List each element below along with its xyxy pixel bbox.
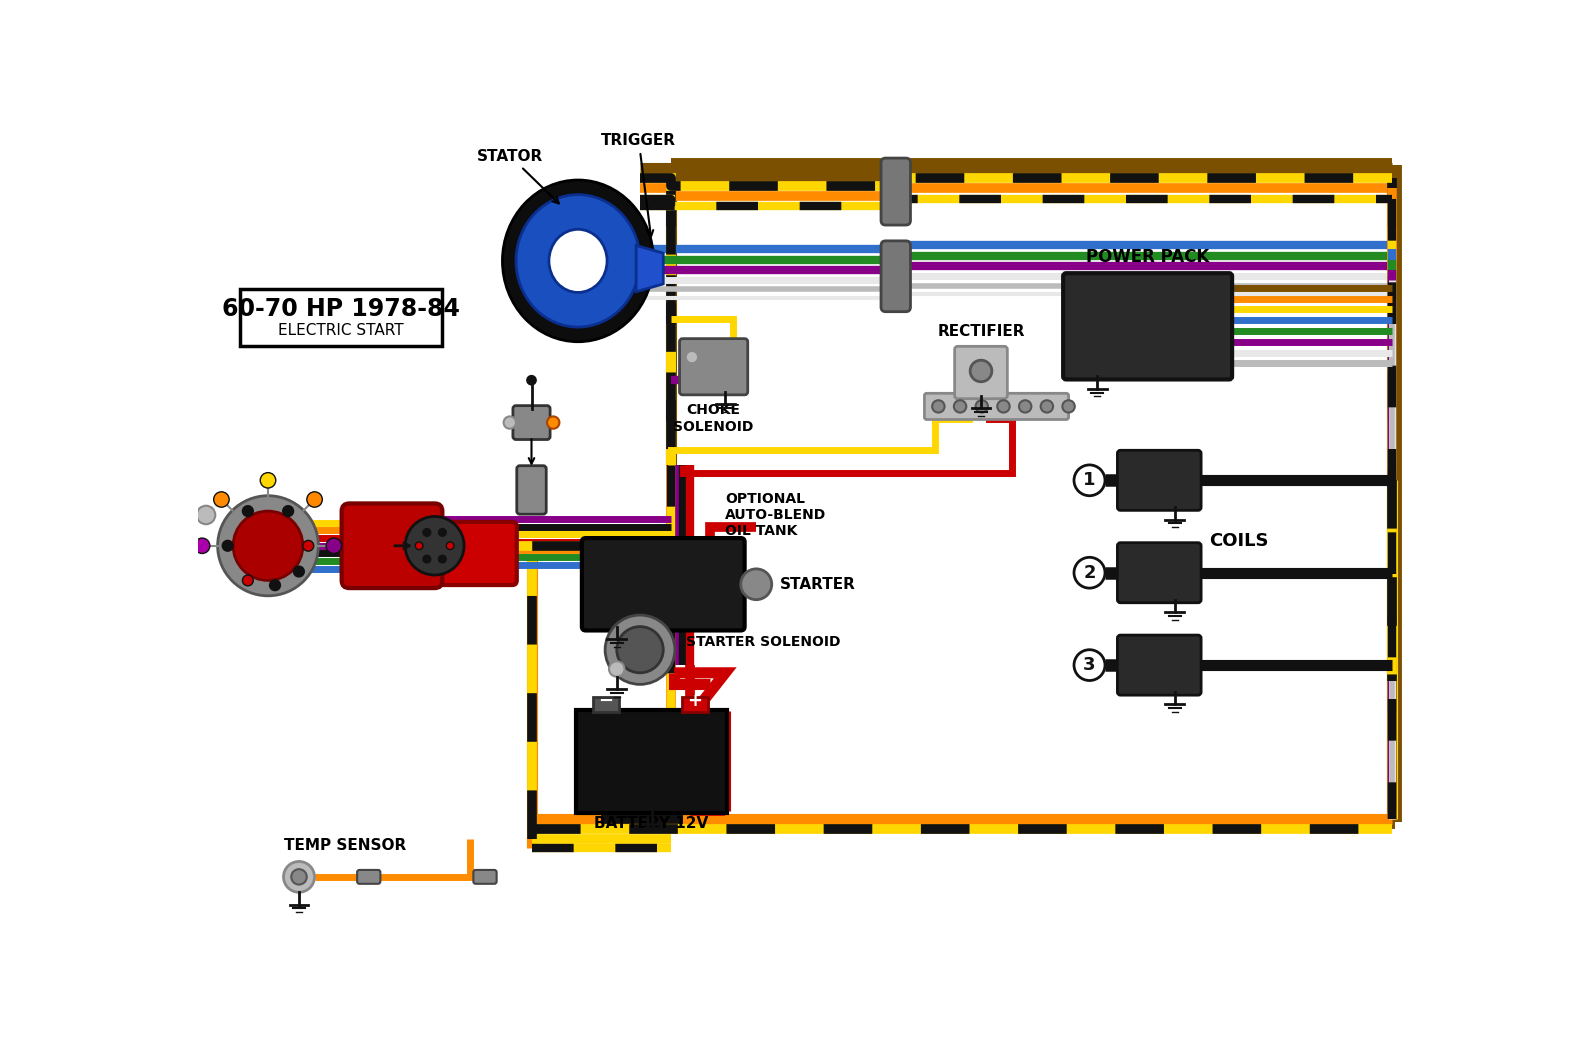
Text: TEMP SENSOR: TEMP SENSOR [284,838,406,853]
Circle shape [270,580,281,591]
Text: CHOKE
SOLENOID: CHOKE SOLENOID [674,404,753,433]
Text: ELECTRIC START: ELECTRIC START [279,323,404,337]
Text: 2: 2 [1083,563,1096,581]
Circle shape [195,538,209,554]
Text: 60-70 HP 1978-84: 60-70 HP 1978-84 [222,296,460,321]
Circle shape [243,575,254,585]
Circle shape [423,555,431,563]
FancyBboxPatch shape [341,503,442,589]
Circle shape [327,538,341,554]
Circle shape [527,375,536,385]
Ellipse shape [503,180,653,342]
Circle shape [1063,400,1075,413]
FancyBboxPatch shape [682,697,709,713]
FancyBboxPatch shape [1118,450,1201,511]
FancyBboxPatch shape [925,393,1069,419]
FancyBboxPatch shape [576,709,726,813]
FancyBboxPatch shape [512,406,550,439]
Text: RECTIFIER: RECTIFIER [937,324,1025,338]
Circle shape [953,400,966,413]
FancyBboxPatch shape [882,241,910,312]
Circle shape [222,540,233,551]
FancyBboxPatch shape [1063,273,1232,379]
FancyBboxPatch shape [357,870,381,884]
Circle shape [282,506,293,516]
FancyBboxPatch shape [955,347,1007,398]
Circle shape [933,400,945,413]
Circle shape [292,869,306,885]
Circle shape [438,529,446,536]
Circle shape [243,506,254,516]
FancyBboxPatch shape [582,538,744,631]
Circle shape [975,400,988,413]
FancyBboxPatch shape [517,466,546,514]
Circle shape [504,416,515,429]
Circle shape [1074,557,1105,589]
Circle shape [404,516,465,575]
Circle shape [685,351,698,364]
Circle shape [606,615,676,684]
Circle shape [547,416,560,429]
FancyBboxPatch shape [1118,542,1201,603]
Polygon shape [636,246,663,292]
FancyBboxPatch shape [1118,635,1201,695]
Text: COILS: COILS [1210,532,1269,550]
FancyBboxPatch shape [384,522,517,585]
Text: STARTER SOLENOID: STARTER SOLENOID [687,635,841,650]
Text: −: − [598,692,614,709]
Ellipse shape [741,569,772,600]
FancyBboxPatch shape [882,158,910,225]
Circle shape [293,566,305,577]
Circle shape [233,511,303,580]
Circle shape [609,661,625,677]
Circle shape [217,496,319,596]
Circle shape [260,473,276,488]
Circle shape [1074,650,1105,680]
Text: POWER PACK: POWER PACK [1086,248,1209,266]
Circle shape [423,529,431,536]
Ellipse shape [549,229,607,292]
Text: +: + [687,692,703,709]
FancyBboxPatch shape [239,289,442,347]
Circle shape [197,506,216,524]
Circle shape [416,542,423,550]
Text: 1: 1 [1083,471,1096,490]
Circle shape [214,492,228,508]
Circle shape [1018,400,1031,413]
Circle shape [998,400,1010,413]
Ellipse shape [515,194,641,327]
Circle shape [1074,465,1105,496]
Circle shape [303,540,314,551]
FancyBboxPatch shape [593,697,619,713]
Circle shape [284,862,314,892]
Text: TRIGGER: TRIGGER [601,133,676,236]
Circle shape [438,555,446,563]
Text: 3: 3 [1083,656,1096,674]
Text: STARTER: STARTER [779,577,855,592]
Text: STATOR: STATOR [477,149,558,204]
Text: BATTERY 12V: BATTERY 12V [595,817,709,831]
Text: OPTIONAL
AUTO-BLEND
OIL TANK: OPTIONAL AUTO-BLEND OIL TANK [725,492,826,538]
Circle shape [1040,400,1053,413]
Ellipse shape [971,360,991,382]
Circle shape [446,542,454,550]
Circle shape [306,492,322,508]
FancyBboxPatch shape [679,338,747,395]
FancyBboxPatch shape [473,870,496,884]
Circle shape [617,626,663,673]
